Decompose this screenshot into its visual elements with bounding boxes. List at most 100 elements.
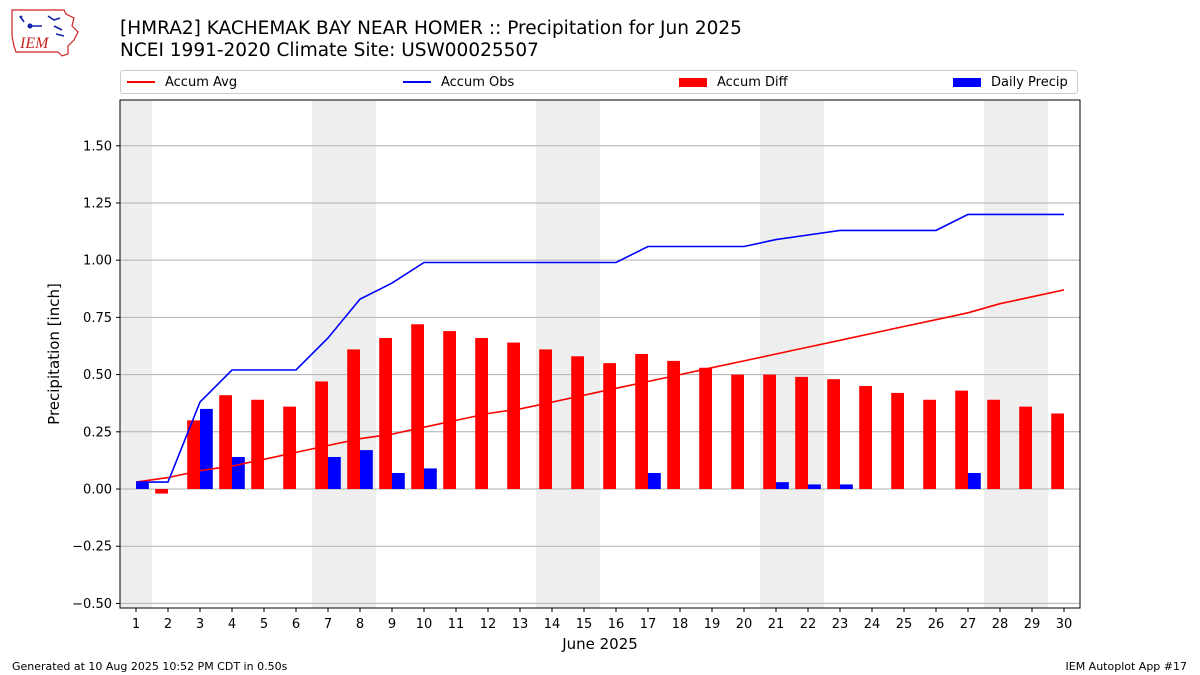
y-tick-label: 0.25 [83, 425, 112, 440]
daily-precip-bar [200, 408, 213, 490]
title-line-1: [HMRA2] KACHEMAK BAY NEAR HOMER :: Preci… [120, 18, 742, 39]
y-tick-label: −0.25 [72, 540, 112, 555]
accum-diff-bar [1019, 406, 1032, 490]
accum-diff-bar [475, 337, 488, 490]
accum-diff-bar [667, 360, 680, 490]
x-tick-label: 25 [896, 617, 913, 632]
weekend-shade [312, 100, 376, 608]
legend-label: Accum Avg [165, 74, 238, 90]
daily-precip-bar [968, 472, 981, 490]
weekend-shade [984, 100, 1048, 608]
y-tick-label: 0.00 [83, 483, 112, 498]
daily-precip-bar [648, 472, 661, 490]
y-tick-label: 0.75 [83, 311, 112, 326]
y-tick-label: 1.50 [83, 139, 112, 154]
y-axis-label: Precipitation [inch] [45, 283, 63, 425]
daily-precip-bar [840, 484, 853, 490]
x-tick-label: 20 [736, 617, 753, 632]
footer-app: IEM Autoplot App #17 [1065, 660, 1188, 673]
legend-swatch [953, 77, 981, 87]
legend-label: Daily Precip [991, 74, 1068, 90]
accum-diff-bar [731, 374, 744, 490]
x-tick-label: 12 [480, 617, 497, 632]
accum-diff-bar [955, 390, 968, 490]
footer-generated: Generated at 10 Aug 2025 10:52 PM CDT in… [12, 660, 288, 673]
accum-diff-bar [411, 324, 424, 490]
y-tick-label: −0.50 [72, 597, 112, 612]
x-tick-label: 30 [1056, 617, 1073, 632]
daily-precip-bar [232, 456, 245, 490]
x-tick-label: 5 [260, 617, 268, 632]
x-tick-label: 27 [960, 617, 977, 632]
x-tick-label: 29 [1024, 617, 1041, 632]
x-tick-label: 3 [196, 617, 204, 632]
y-tick-label: 1.00 [83, 254, 112, 269]
x-tick-label: 28 [992, 617, 1009, 632]
x-tick-label: 23 [832, 617, 849, 632]
accum-diff-bar [347, 349, 360, 490]
iowa-state-outline [11, 9, 79, 57]
weekend-shade [120, 100, 152, 608]
legend-item-daily-precip: Daily Precip [953, 71, 1068, 93]
weather-glyphs [19, 15, 65, 37]
legend-label: Accum Obs [441, 74, 515, 90]
accum-diff-bar [859, 386, 872, 490]
accum-diff-bar [379, 337, 392, 490]
daily-precip-bar [136, 482, 149, 490]
x-tick-label: 16 [608, 617, 625, 632]
daily-precip-bar [808, 484, 821, 490]
x-tick-label: 7 [324, 617, 332, 632]
legend-item-accum-diff: Accum Diff [679, 71, 788, 93]
x-tick-label: 10 [416, 617, 433, 632]
x-tick-label: 13 [512, 617, 529, 632]
title-line-2: NCEI 1991-2020 Climate Site: USW00025507 [120, 40, 539, 61]
x-tick-label: 4 [228, 617, 236, 632]
daily-precip-bar [360, 450, 373, 490]
legend-label: Accum Diff [717, 74, 788, 90]
legend-item-accum-obs: Accum Obs [403, 71, 514, 93]
accum-diff-bar [283, 406, 296, 490]
y-tick-label: 1.25 [83, 196, 112, 211]
accum-diff-bar [251, 399, 264, 490]
accum-diff-bar [763, 374, 776, 490]
y-tick-label: 0.50 [83, 368, 112, 383]
accum-diff-bar [539, 349, 552, 490]
accum-diff-bar [603, 363, 616, 490]
accum-diff-bar [827, 379, 840, 490]
x-tick-label: 9 [388, 617, 396, 632]
accum-diff-bar [507, 342, 520, 490]
accum-diff-bar [315, 381, 328, 490]
x-tick-label: 2 [164, 617, 172, 632]
x-tick-label: 14 [544, 617, 561, 632]
x-tick-label: 26 [928, 617, 945, 632]
accum-diff-bar [1051, 413, 1064, 490]
legend: Accum Avg Accum Obs Accum Diff Daily Pre… [120, 70, 1078, 94]
x-tick-label: 11 [448, 617, 465, 632]
daily-precip-bar [776, 482, 789, 490]
accum-diff-bar [635, 354, 648, 490]
x-tick-label: 18 [672, 617, 689, 632]
x-tick-label: 24 [864, 617, 881, 632]
legend-swatch [679, 77, 707, 87]
chart-title: [HMRA2] KACHEMAK BAY NEAR HOMER :: Preci… [120, 18, 742, 62]
x-tick-label: 22 [800, 617, 817, 632]
x-tick-label: 17 [640, 617, 657, 632]
accum-diff-bar [699, 367, 712, 490]
weekend-shade [760, 100, 824, 608]
x-tick-label: 21 [768, 617, 785, 632]
accum-diff-bar [155, 489, 168, 494]
accum-diff-bar [795, 376, 808, 490]
accum-obs-line [136, 213, 1064, 483]
accum-diff-bar [443, 331, 456, 490]
x-axis-label: June 2025 [561, 635, 638, 653]
plot-frame [119, 99, 1081, 609]
accum-diff-bar [891, 392, 904, 490]
legend-item-accum-avg: Accum Avg [127, 71, 237, 93]
accum-diff-bar [923, 399, 936, 490]
iem-logo: IEM [11, 9, 79, 57]
legend-swatch [403, 81, 431, 83]
daily-precip-bar [424, 468, 437, 490]
logo-text: IEM [19, 35, 50, 52]
x-tick-label: 8 [356, 617, 364, 632]
accum-avg-line [135, 289, 1065, 483]
